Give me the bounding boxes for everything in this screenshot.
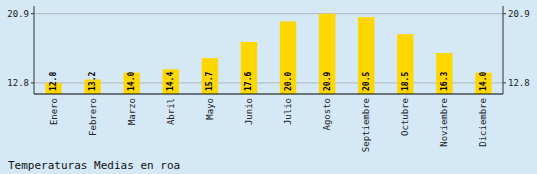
x-tick-label: Enero — [49, 98, 59, 125]
data-label: 20.5 — [362, 72, 371, 91]
x-tick-label: Junio — [244, 98, 254, 125]
y-tick-label: 20.9 — [7, 9, 29, 19]
x-tick-label: Marzo — [127, 98, 137, 125]
x-tick-label: Octubre — [400, 98, 410, 136]
bar — [280, 21, 296, 94]
bar — [319, 14, 335, 94]
data-label: 12.8 — [49, 72, 58, 91]
data-label: 18.5 — [401, 72, 410, 91]
y2-axis-line — [503, 6, 504, 94]
y2-tick — [503, 82, 506, 83]
bar — [202, 58, 218, 94]
data-label: 20.9 — [323, 72, 332, 91]
grid-line — [34, 13, 503, 14]
x-tick-label: Abril — [166, 98, 176, 125]
x-tick-label: Noviembre — [439, 98, 449, 147]
y2-tick-label: 12.8 — [508, 78, 530, 88]
y-axis-line — [34, 6, 35, 94]
data-label: 14.4 — [166, 72, 175, 91]
title: Temperaturas Medias en roa — [8, 159, 180, 172]
bar — [436, 53, 452, 94]
data-label: 20.0 — [284, 72, 293, 91]
data-label: 14.0 — [479, 72, 488, 91]
x-tick-label: Septiembre — [361, 98, 371, 152]
y2-tick-label: 20.9 — [508, 9, 530, 19]
x-tick-label: Agosto — [322, 98, 332, 131]
data-label: 15.7 — [205, 72, 214, 91]
x-tick-label: Mayo — [205, 98, 215, 120]
chart-container: 12.8 13.2 14.0 14.4 15.7 17.6 20.0 20.9 20.5 18.5… — [0, 0, 537, 174]
bars — [45, 14, 491, 94]
bar — [397, 34, 413, 94]
bar — [241, 42, 257, 94]
chart-svg: 12.8 13.2 14.0 14.4 15.7 17.6 20.0 20.9 20.5 18.5… — [0, 0, 537, 174]
y-tick-label: 12.8 — [7, 78, 29, 88]
y-tick — [31, 13, 34, 14]
y-tick — [31, 82, 34, 83]
bar — [163, 69, 179, 94]
bar — [358, 17, 374, 94]
x-tick-label: Diciembre — [478, 98, 488, 147]
x-axis-line — [34, 94, 503, 95]
data-label: 17.6 — [244, 72, 253, 91]
data-label: 16.3 — [440, 72, 449, 91]
y2-tick — [503, 13, 506, 14]
x-tick-label: Julio — [283, 98, 293, 125]
x-tick-label: Febrero — [88, 98, 98, 136]
grid-line — [34, 82, 503, 83]
data-label: 14.0 — [127, 72, 136, 91]
data-label: 13.2 — [88, 72, 97, 91]
